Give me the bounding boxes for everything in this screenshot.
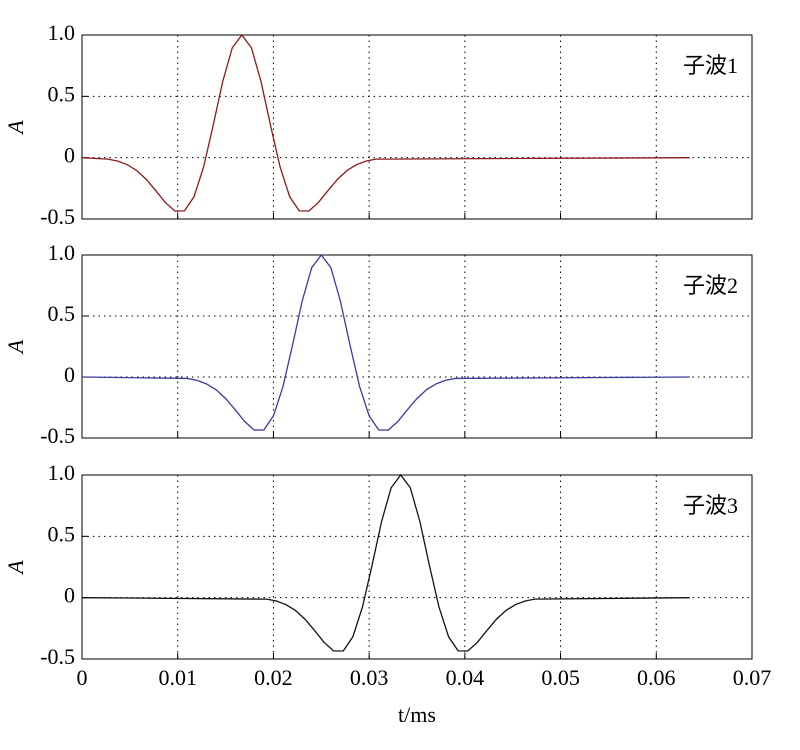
- y-tick-label: 1.0: [48, 240, 76, 265]
- y-tick-label: 0: [64, 583, 75, 608]
- y-tick-label: -0.5: [40, 644, 75, 669]
- annotation: 子波3: [683, 493, 738, 518]
- y-tick-label: 0: [64, 362, 75, 387]
- wavelet-line: [81, 253, 690, 431]
- x-axis-label: t/ms: [398, 702, 436, 727]
- plot-frame: [81, 254, 753, 439]
- x-tick-label: 0.07: [733, 665, 772, 690]
- y-axis-label: A: [3, 560, 28, 576]
- x-tick-label: 0.03: [350, 665, 389, 690]
- wavelet-line: [81, 473, 690, 652]
- annotation: 子波2: [683, 273, 738, 298]
- x-tick-label: 0: [77, 665, 88, 690]
- y-axis-label: A: [3, 120, 28, 136]
- wavelet-line: [81, 33, 690, 212]
- y-tick-label: 0.5: [48, 301, 76, 326]
- y-tick-label: -0.5: [40, 204, 75, 229]
- y-tick-label: -0.5: [40, 423, 75, 448]
- y-tick-label: 0.5: [48, 81, 76, 106]
- y-tick-label: 1.0: [48, 20, 76, 45]
- x-tick-label: 0.06: [637, 665, 676, 690]
- y-tick-label: 0: [64, 143, 75, 168]
- x-tick-label: 0.02: [254, 665, 293, 690]
- plot-frame: [81, 474, 753, 660]
- annotation: 子波1: [683, 53, 738, 78]
- plot-frame: [81, 34, 753, 220]
- y-axis-label: A: [3, 339, 28, 355]
- y-tick-label: 0.5: [48, 521, 76, 546]
- x-tick-label: 0.05: [541, 665, 580, 690]
- y-tick-label: 1.0: [48, 460, 76, 485]
- x-tick-label: 0.04: [446, 665, 485, 690]
- x-tick-label: 0.01: [158, 665, 197, 690]
